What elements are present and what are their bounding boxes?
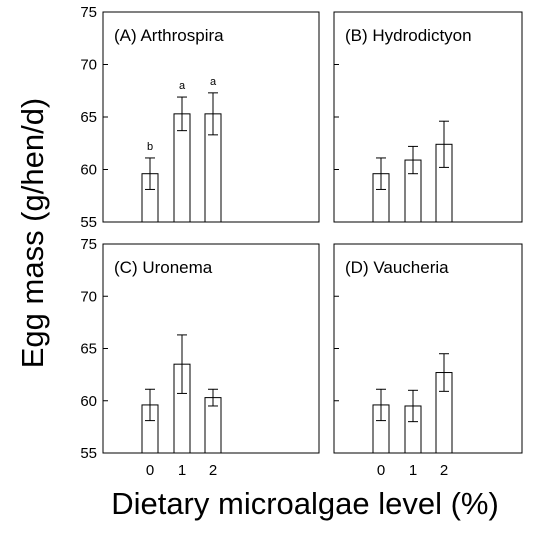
panel-title: (B) Hydrodictyon — [345, 26, 472, 45]
x-tick-label: 1 — [409, 462, 417, 479]
y-tick-label: 60 — [80, 162, 97, 179]
y-axis-title: Egg mass (g/hen/d) — [15, 98, 50, 369]
y-tick-label: 65 — [80, 109, 97, 126]
x-tick-label: 2 — [440, 462, 448, 479]
panel-title: (D) Vaucheria — [345, 258, 449, 277]
y-tick-label: 60 — [80, 393, 97, 410]
y-tick-label: 55 — [80, 214, 97, 231]
x-tick-label: 1 — [178, 462, 186, 479]
y-tick-label: 75 — [80, 4, 97, 21]
panel-title: (A) Arthrospira — [114, 26, 224, 45]
significance-label: a — [179, 80, 186, 92]
significance-label: a — [210, 76, 217, 88]
x-tick-label: 0 — [146, 462, 154, 479]
y-tick-label: 70 — [80, 57, 97, 74]
y-tick-label: 75 — [80, 236, 97, 253]
y-tick-label: 70 — [80, 288, 97, 305]
x-axis-title: Dietary microalgae level (%) — [111, 486, 499, 521]
x-tick-label: 0 — [377, 462, 385, 479]
panel-title: (C) Uronema — [114, 258, 213, 277]
y-tick-label: 65 — [80, 341, 97, 358]
significance-label: b — [147, 141, 153, 153]
y-tick-label: 55 — [80, 445, 97, 462]
x-tick-label: 2 — [209, 462, 217, 479]
